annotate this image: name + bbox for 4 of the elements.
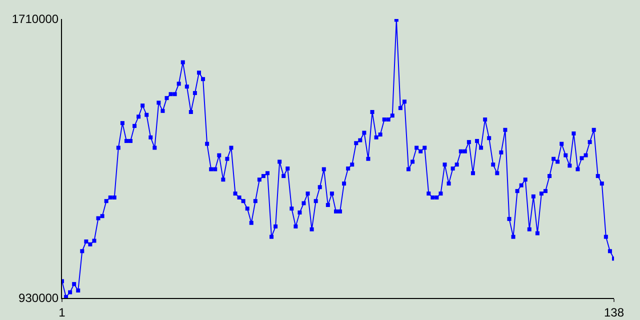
y-tick-label: 1710000 <box>12 12 59 26</box>
x-tick-label: 138 <box>604 305 624 320</box>
x-tick-label: 1 <box>58 305 66 320</box>
y-tick-label: 930000 <box>18 291 59 306</box>
